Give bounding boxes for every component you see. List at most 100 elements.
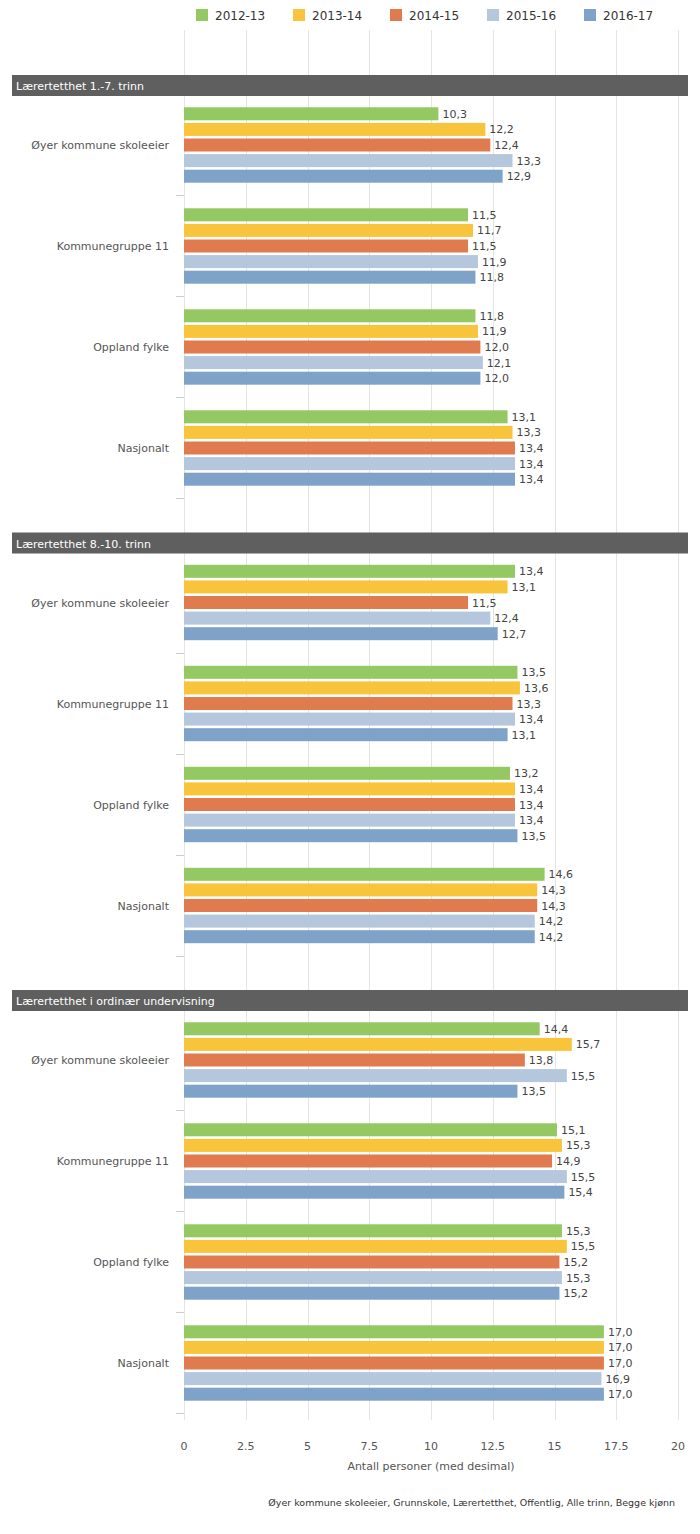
data-label: 14,3 (541, 884, 566, 897)
bar (184, 1372, 601, 1385)
data-label: 17,0 (608, 1326, 633, 1339)
data-label: 14,6 (549, 868, 574, 881)
bar (184, 930, 535, 943)
category-label: Kommunegruppe 11 (57, 1155, 169, 1168)
legend-swatch (293, 9, 305, 21)
tick-label: 20 (671, 1440, 685, 1453)
bar (184, 580, 508, 593)
data-label: 13,1 (512, 581, 537, 594)
legend: 2012-132013-142014-152015-162016-17 (196, 9, 653, 23)
bar (184, 410, 508, 423)
bar (184, 1240, 567, 1253)
bar (184, 814, 515, 827)
caption: Øyer kommune skoleeier, Grunnskole, Lære… (268, 1497, 675, 1508)
legend-label: 2013-14 (312, 9, 362, 23)
bar (184, 899, 537, 912)
data-label: 16,9 (605, 1373, 630, 1386)
data-label: 12,2 (489, 123, 513, 136)
data-label: 15,2 (563, 1256, 588, 1269)
legend-label: 2015-16 (506, 9, 556, 23)
data-label: 12,4 (494, 139, 519, 152)
bar (184, 1054, 525, 1067)
data-label: 13,4 (519, 713, 544, 726)
category-label: Oppland fylke (93, 1256, 169, 1269)
legend-swatch (390, 9, 402, 21)
tick-label: 2.5 (237, 1440, 255, 1453)
data-label: 14,2 (539, 931, 564, 944)
data-label: 13,4 (519, 814, 544, 827)
data-label: 11,5 (472, 597, 497, 610)
bar (184, 596, 468, 609)
data-label: 15,5 (571, 1070, 596, 1083)
data-label: 13,2 (514, 767, 539, 780)
data-label: 11,5 (472, 240, 497, 253)
data-label: 13,1 (512, 729, 537, 742)
category-tick (176, 1110, 184, 1111)
data-label: 11,7 (477, 224, 502, 237)
bar (184, 565, 515, 578)
bar (184, 123, 485, 136)
bar (184, 1038, 572, 1051)
bar (184, 798, 515, 811)
legend-label: 2016-17 (603, 9, 653, 23)
tick-label: 0 (181, 1440, 188, 1453)
category-label: Nasjonalt (117, 900, 169, 913)
tick-label: 7.5 (361, 1440, 379, 1453)
bar (184, 325, 478, 338)
category-tick (176, 1413, 184, 1414)
data-label: 12,0 (484, 341, 509, 354)
data-label: 11,9 (482, 256, 507, 269)
bar (184, 1256, 559, 1269)
data-label: 15,4 (568, 1186, 593, 1199)
bar (184, 309, 475, 322)
bar (184, 442, 515, 455)
data-label: 13,4 (519, 473, 544, 486)
bar (184, 1224, 562, 1237)
category-tick (176, 397, 184, 398)
bar (184, 255, 478, 268)
bar (184, 341, 480, 354)
category-tick (176, 956, 184, 957)
bar (184, 1155, 552, 1168)
bar (184, 1341, 604, 1354)
data-label: 13,3 (517, 698, 542, 711)
category-label: Kommunegruppe 11 (57, 240, 169, 253)
bar (184, 224, 473, 237)
category-label: Oppland fylke (93, 341, 169, 354)
panel-header (12, 533, 688, 554)
data-label: 15,5 (571, 1240, 596, 1253)
bar (184, 473, 515, 486)
tick-label: 15 (548, 1440, 562, 1453)
bar (184, 1139, 562, 1152)
data-label: 13,8 (529, 1054, 554, 1067)
tick-label: 10 (424, 1440, 438, 1453)
data-label: 13,4 (519, 458, 544, 471)
data-label: 12,9 (507, 170, 532, 183)
grid-line (678, 30, 679, 1420)
category-label: Nasjonalt (117, 442, 169, 455)
category-tick (176, 296, 184, 297)
grid-line (616, 30, 617, 1420)
bar (184, 666, 517, 679)
bar (184, 457, 515, 470)
panel-header (12, 990, 688, 1011)
bar (184, 139, 490, 152)
data-label: 15,7 (576, 1038, 601, 1051)
panel-title: Lærertetthet 8.-10. trinn (16, 538, 151, 551)
bar (184, 271, 475, 284)
data-label: 13,4 (519, 442, 544, 455)
bar (184, 1069, 567, 1082)
bar (184, 1287, 559, 1300)
bar (184, 681, 520, 694)
data-label: 15,1 (561, 1124, 586, 1137)
bar (184, 356, 483, 369)
grid (185, 30, 679, 1420)
bar (184, 697, 513, 710)
bar (184, 1022, 540, 1035)
bar (184, 1271, 562, 1284)
panel-title: Lærertetthet 1.-7. trinn (16, 80, 144, 93)
bar (184, 782, 515, 795)
bar (184, 915, 535, 928)
data-label: 15,2 (563, 1287, 588, 1300)
data-label: 13,3 (517, 426, 542, 439)
